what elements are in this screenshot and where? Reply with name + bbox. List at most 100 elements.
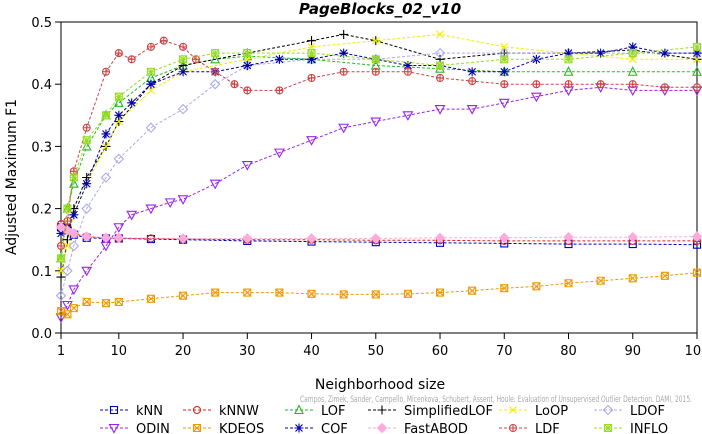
- x-axis: 1 10 20 30 40 50 60 70 80 90 100: [57, 333, 702, 359]
- data-point: [307, 36, 317, 46]
- legend-item: FastABOD: [368, 422, 468, 434]
- data-point: [211, 288, 220, 297]
- series-ODIN: [55, 83, 702, 324]
- data-point: [56, 272, 66, 282]
- data-point: [114, 49, 123, 58]
- data-point: [660, 48, 670, 58]
- data-point: [339, 29, 349, 39]
- data-point: [68, 285, 80, 296]
- data-point: [242, 61, 252, 71]
- data-point: [371, 67, 380, 76]
- legend-item: kNNW: [183, 404, 259, 419]
- data-point: [179, 42, 188, 51]
- data-point: [55, 313, 67, 324]
- data-point: [56, 254, 66, 263]
- data-point: [211, 49, 220, 58]
- data-point: [230, 80, 239, 89]
- legend-item: COF: [285, 422, 348, 434]
- data-point: [241, 161, 253, 171]
- legend-marker: [376, 422, 388, 434]
- legend-label: LDOF: [630, 404, 665, 419]
- legend-label: LDF: [535, 422, 560, 434]
- data-point: [306, 136, 317, 146]
- x-tick-label: 80: [560, 344, 577, 359]
- legend-marker: [603, 423, 613, 433]
- y-tick-label: 0.2: [31, 203, 52, 218]
- data-point: [113, 97, 124, 107]
- data-point: [146, 42, 155, 51]
- data-point: [69, 173, 78, 182]
- series-line: [60, 46, 698, 259]
- data-point: [179, 55, 188, 64]
- x-tick-label: 1: [57, 344, 65, 359]
- data-point: [434, 47, 446, 59]
- y-tick-label: 0.3: [31, 140, 52, 155]
- data-point: [62, 265, 73, 277]
- data-point: [191, 55, 200, 64]
- data-point: [370, 117, 382, 128]
- data-point: [500, 42, 509, 51]
- series-line: [60, 33, 697, 271]
- legend-item: LoOP: [499, 404, 568, 419]
- data-point: [179, 291, 188, 300]
- data-point: [403, 67, 412, 76]
- data-point: [564, 55, 573, 64]
- data-point: [307, 49, 316, 58]
- data-point: [466, 105, 478, 115]
- data-point: [82, 179, 92, 189]
- series-KDEOS: [56, 268, 702, 319]
- series-line: [60, 52, 697, 296]
- series-line: [60, 226, 698, 246]
- data-point: [403, 289, 412, 298]
- y-tick-label: 0.5: [31, 16, 52, 31]
- data-point: [68, 228, 80, 239]
- legend-marker: [602, 404, 614, 416]
- data-point: [56, 307, 66, 316]
- data-point: [81, 231, 92, 242]
- data-point: [81, 203, 92, 214]
- data-point: [532, 282, 541, 291]
- data-point: [55, 290, 67, 301]
- series-kNNW: [56, 220, 702, 245]
- legend-item: ODIN: [100, 422, 170, 434]
- data-point: [435, 61, 445, 70]
- series-line: [60, 33, 698, 278]
- x-tick-label: 90: [624, 344, 641, 359]
- data-point: [434, 232, 446, 244]
- data-point: [69, 210, 79, 220]
- legend-item: LOF: [285, 404, 346, 419]
- data-point: [307, 289, 316, 298]
- data-point: [500, 55, 509, 64]
- data-point: [499, 67, 509, 77]
- data-point: [693, 55, 701, 64]
- x-tick-label: 100: [685, 344, 702, 359]
- y-tick-label: 0.4: [31, 78, 52, 93]
- data-point: [274, 54, 284, 64]
- data-point: [177, 103, 189, 115]
- data-point: [434, 105, 446, 115]
- data-point: [628, 274, 637, 283]
- data-point: [159, 36, 168, 45]
- series-layer: [55, 29, 702, 324]
- data-point: [82, 297, 91, 306]
- legend-item: LDF: [499, 422, 560, 434]
- legend-item: SimplifiedLOF: [368, 404, 493, 419]
- legend-item: INFLO: [594, 422, 668, 434]
- series-FastABOD: [55, 221, 702, 244]
- legend-marker: [377, 405, 387, 415]
- data-point: [177, 195, 189, 205]
- series-line: [60, 226, 698, 239]
- data-point: [102, 142, 110, 151]
- data-point: [82, 136, 91, 145]
- legend-marker: [108, 423, 120, 434]
- series-line: [60, 55, 697, 259]
- data-point: [371, 36, 380, 45]
- legend-marker: [509, 406, 517, 414]
- data-point: [68, 177, 79, 188]
- data-point: [339, 290, 348, 299]
- legend-label: SimplifiedLOF: [404, 404, 493, 419]
- data-point: [563, 231, 574, 243]
- y-tick-label: 0.0: [31, 327, 52, 342]
- data-point: [403, 61, 413, 71]
- data-point: [500, 284, 509, 293]
